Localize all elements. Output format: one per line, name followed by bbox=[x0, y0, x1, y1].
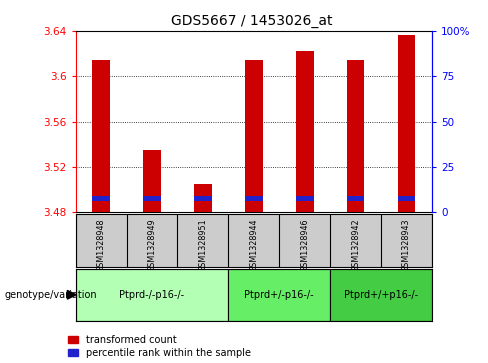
Text: GSM1328946: GSM1328946 bbox=[300, 219, 309, 272]
Legend: transformed count, percentile rank within the sample: transformed count, percentile rank withi… bbox=[68, 335, 251, 358]
Bar bbox=[245, 196, 263, 201]
Text: GSM1328951: GSM1328951 bbox=[198, 219, 207, 272]
Bar bbox=[346, 60, 365, 212]
Text: GDS5667 / 1453026_at: GDS5667 / 1453026_at bbox=[171, 14, 332, 28]
Bar bbox=[398, 196, 415, 201]
Bar bbox=[92, 60, 110, 212]
Text: GSM1328942: GSM1328942 bbox=[351, 219, 360, 272]
Bar bbox=[92, 196, 110, 201]
Bar bbox=[398, 35, 415, 212]
Text: Ptprd-/-p16-/-: Ptprd-/-p16-/- bbox=[120, 290, 184, 300]
Text: genotype/variation: genotype/variation bbox=[5, 290, 98, 300]
Bar bbox=[194, 184, 212, 212]
Bar bbox=[330, 269, 432, 321]
Text: Ptprd+/+p16-/-: Ptprd+/+p16-/- bbox=[344, 290, 418, 300]
Bar bbox=[194, 196, 212, 201]
Bar bbox=[228, 269, 330, 321]
Bar bbox=[346, 196, 365, 201]
Text: GSM1328948: GSM1328948 bbox=[97, 219, 105, 272]
Bar bbox=[76, 269, 228, 321]
Bar bbox=[143, 150, 161, 212]
Text: GSM1328944: GSM1328944 bbox=[249, 219, 258, 272]
Bar bbox=[245, 60, 263, 212]
Text: GSM1328943: GSM1328943 bbox=[402, 219, 411, 272]
Text: Ptprd+/-p16-/-: Ptprd+/-p16-/- bbox=[244, 290, 314, 300]
Bar bbox=[296, 51, 314, 212]
Bar bbox=[143, 196, 161, 201]
Polygon shape bbox=[67, 290, 76, 299]
Text: GSM1328949: GSM1328949 bbox=[147, 219, 157, 272]
Bar bbox=[296, 196, 314, 201]
